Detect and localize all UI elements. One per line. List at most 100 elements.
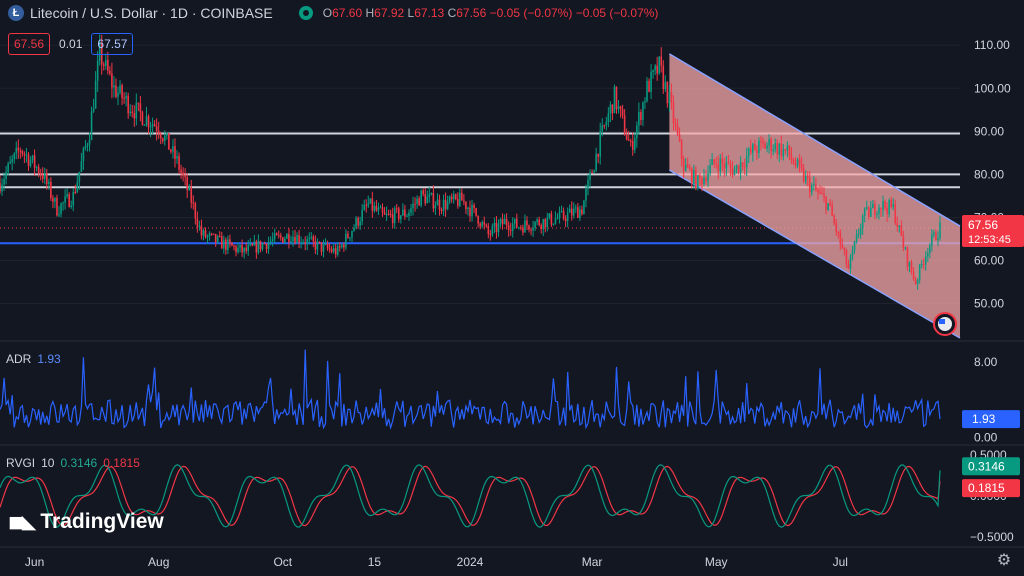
time-tick-label: Jul bbox=[833, 555, 848, 569]
descending-channel[interactable] bbox=[669, 53, 961, 339]
candle-body bbox=[186, 177, 188, 191]
time-tick-label: Oct bbox=[273, 555, 292, 569]
candle-body bbox=[825, 197, 827, 210]
candle-body bbox=[60, 203, 62, 214]
sell-button[interactable]: 67.56 bbox=[8, 33, 51, 55]
candle-body bbox=[756, 150, 758, 153]
candle-body bbox=[261, 243, 264, 250]
grid bbox=[0, 44, 1024, 548]
candle-body bbox=[770, 139, 772, 152]
candle-body bbox=[109, 70, 111, 74]
candle-body bbox=[550, 213, 553, 225]
candle-body bbox=[420, 190, 422, 206]
candle-body bbox=[204, 230, 207, 238]
time-tick-label: 15 bbox=[368, 555, 382, 569]
candle-body bbox=[723, 163, 726, 169]
candle-body bbox=[833, 216, 835, 224]
candle-body bbox=[684, 164, 687, 171]
candle-body bbox=[424, 194, 427, 204]
candle-body bbox=[363, 205, 365, 210]
candle-body bbox=[125, 95, 127, 99]
candle-body bbox=[546, 217, 549, 228]
candle-body bbox=[686, 164, 689, 168]
candle-body bbox=[705, 177, 707, 182]
candle-body bbox=[666, 82, 669, 104]
candle-body bbox=[1, 184, 3, 192]
candle-body bbox=[845, 250, 848, 265]
candle-body bbox=[365, 205, 368, 207]
candle-body bbox=[145, 116, 148, 125]
candle-body bbox=[243, 247, 245, 253]
candle-body bbox=[711, 159, 713, 165]
candle-body bbox=[216, 236, 219, 243]
candle-body bbox=[676, 124, 679, 135]
tradingview-logo[interactable]: ◼◣ TradingView bbox=[8, 510, 164, 534]
price-tick-label: 100.00 bbox=[974, 81, 1011, 95]
candle-body bbox=[589, 172, 591, 180]
channel-lower-line[interactable] bbox=[669, 169, 961, 339]
last-price-badge bbox=[962, 214, 1024, 247]
channel-upper-line[interactable] bbox=[669, 53, 961, 227]
candle-body bbox=[741, 162, 744, 167]
candle-body bbox=[627, 139, 630, 141]
candle-body bbox=[269, 241, 272, 243]
candle-body bbox=[920, 264, 923, 266]
rvgi-tick-label: −0.5000 bbox=[970, 530, 1014, 544]
candle-body bbox=[312, 236, 315, 242]
candle-body bbox=[284, 238, 286, 243]
candle-body bbox=[164, 135, 166, 142]
candle-body bbox=[664, 82, 667, 90]
candle-body bbox=[591, 172, 593, 174]
candle-body bbox=[223, 239, 225, 249]
symbol-title[interactable]: Litecoin / U.S. Dollar · 1D · COINBASE bbox=[30, 5, 273, 21]
candle-body bbox=[739, 162, 742, 173]
candle-body bbox=[621, 109, 624, 116]
adr-legend[interactable]: ADR 1.93 bbox=[6, 352, 61, 366]
candle-body bbox=[9, 162, 11, 164]
candle-body bbox=[646, 80, 648, 102]
candle-body bbox=[619, 106, 622, 110]
candle-body bbox=[880, 207, 882, 210]
candle-body bbox=[804, 175, 807, 182]
candle-body bbox=[45, 173, 48, 184]
rvgi-value-1: 0.3146 bbox=[60, 456, 98, 470]
candle-body bbox=[473, 204, 475, 208]
candle-body bbox=[752, 144, 754, 153]
symbol-legend[interactable]: Ł Litecoin / U.S. Dollar · 1D · COINBASE… bbox=[8, 3, 658, 23]
candle-body bbox=[518, 227, 520, 229]
candle-body bbox=[745, 156, 748, 168]
ohlc-change: −0.05 (−0.07%) bbox=[489, 6, 573, 20]
candle-body bbox=[188, 186, 191, 191]
candle-body bbox=[587, 179, 589, 190]
candle-body bbox=[597, 153, 599, 157]
candle-body bbox=[149, 126, 152, 128]
buy-button[interactable]: 67.57 bbox=[91, 33, 134, 55]
ohlc-low-label: L bbox=[407, 6, 415, 20]
candle-body bbox=[556, 218, 559, 220]
ohlc-change-2: −0.05 (−0.07%) bbox=[575, 6, 659, 20]
candle-body bbox=[908, 261, 911, 267]
candle-body bbox=[19, 150, 22, 152]
candle-body bbox=[194, 203, 197, 219]
candle-body bbox=[121, 85, 123, 99]
candle-body bbox=[585, 189, 587, 201]
market-status-icon[interactable] bbox=[298, 6, 313, 20]
rvgi-length: 10 bbox=[41, 456, 55, 470]
candle-body bbox=[139, 103, 142, 113]
candle-body bbox=[241, 244, 243, 253]
gear-icon[interactable]: ⚙ bbox=[996, 552, 1012, 569]
rvgi-label: RVGI bbox=[6, 456, 36, 470]
candle-body bbox=[509, 229, 512, 231]
candle-body bbox=[80, 161, 83, 172]
rvgi-legend[interactable]: RVGI 10 0.3146 0.1815 bbox=[6, 456, 140, 470]
candle-body bbox=[532, 227, 534, 231]
candle-body bbox=[731, 167, 734, 176]
candle-body bbox=[629, 140, 632, 142]
candle-body bbox=[560, 210, 563, 212]
candle-body bbox=[143, 124, 146, 126]
candle-body bbox=[870, 208, 872, 217]
candle-body bbox=[330, 249, 333, 252]
channel-fill[interactable] bbox=[669, 53, 960, 338]
candle-body bbox=[62, 202, 64, 204]
